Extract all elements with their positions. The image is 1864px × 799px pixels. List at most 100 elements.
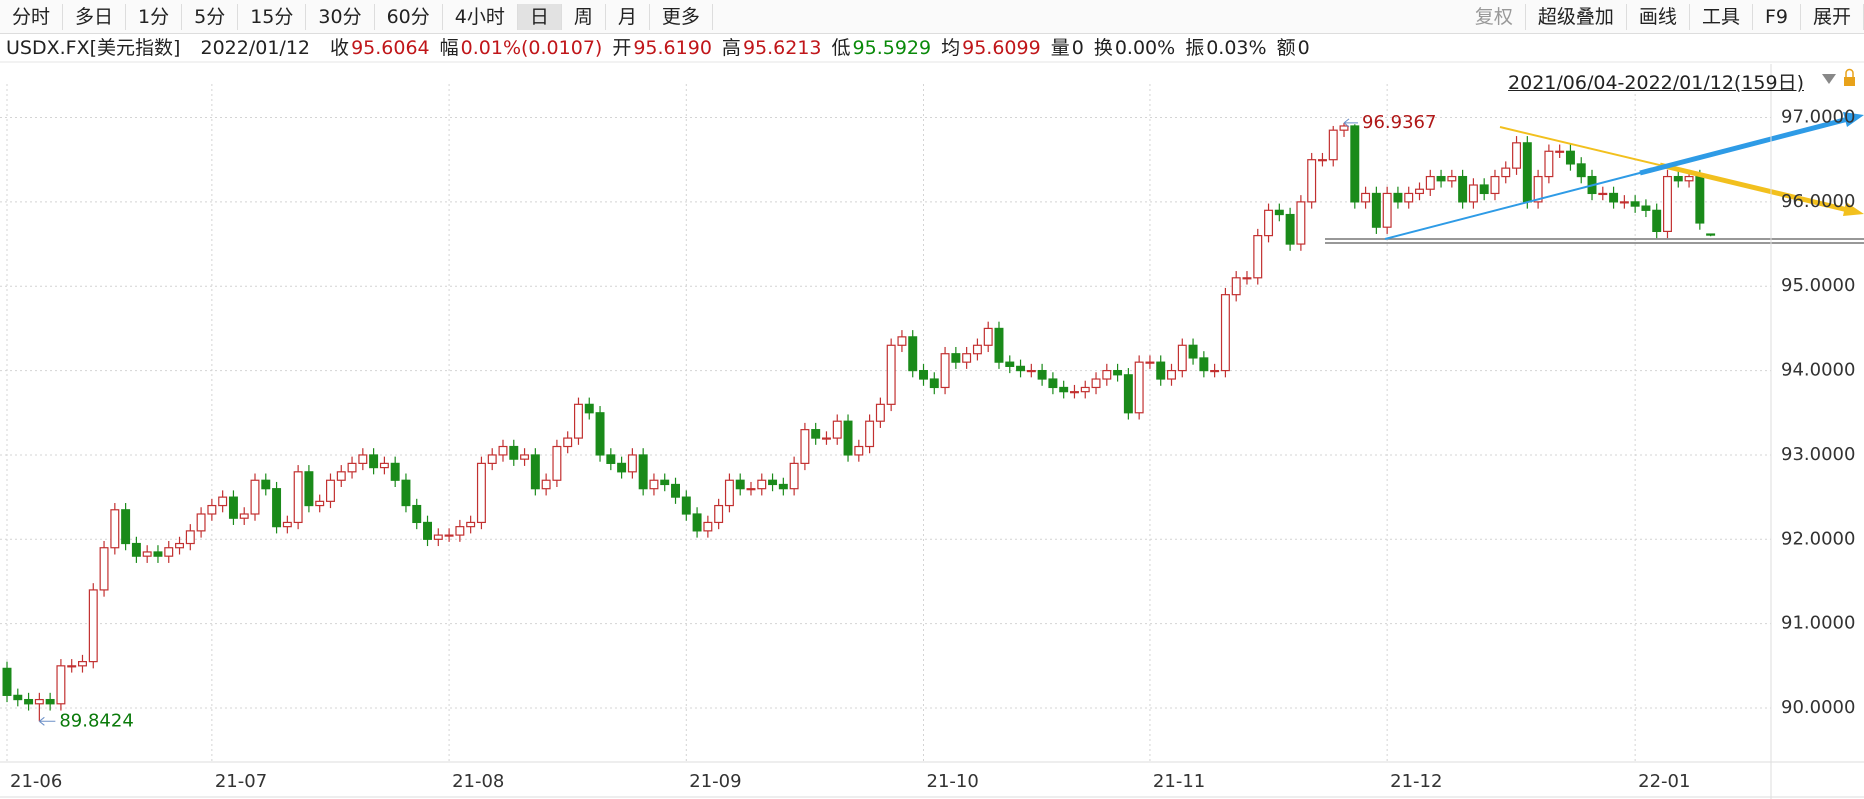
candle-body: [466, 521, 476, 528]
candle-body: [530, 454, 540, 490]
tool-button[interactable]: 工具: [1690, 3, 1753, 30]
x-tick-label: 22-01: [1638, 771, 1690, 792]
candle-body: [1501, 167, 1511, 178]
x-tick-label: 21-08: [452, 771, 504, 792]
candle-body: [13, 694, 23, 701]
candle-body: [1177, 344, 1187, 372]
range-label[interactable]: 2021/06/04-2022/01/12(159日): [1508, 72, 1804, 94]
candle-body: [207, 504, 217, 515]
candle-body: [110, 509, 120, 549]
period-tab[interactable]: 日: [517, 3, 562, 30]
period-tab[interactable]: 分时: [0, 3, 64, 30]
candle-body: [1479, 184, 1489, 195]
candle-body: [573, 403, 583, 439]
candle-body: [854, 445, 864, 456]
period-tab[interactable]: 多日: [63, 3, 127, 30]
candle-body: [1328, 129, 1338, 161]
field-value: 95.6190: [633, 37, 712, 59]
field-label: 幅: [439, 37, 459, 59]
quote-field: 振 0.03%: [1185, 37, 1266, 59]
candle-body: [304, 471, 314, 507]
candle-body: [638, 454, 648, 490]
y-tick-label: 94.0000: [1781, 360, 1855, 381]
candle-body: [983, 327, 993, 346]
x-tick-label: 21-10: [927, 771, 979, 792]
period-tab[interactable]: 月: [606, 3, 650, 30]
candle-body: [886, 344, 896, 405]
drawings: [1325, 112, 1864, 244]
candle-body: [1447, 175, 1457, 182]
candle-body: [552, 445, 562, 481]
field-label: 收: [330, 37, 350, 59]
symbol: USDX.FX[美元指数]: [6, 37, 181, 59]
candle-body: [1544, 150, 1554, 178]
candle-body: [99, 547, 109, 591]
candle-body: [131, 542, 141, 557]
period-tab[interactable]: 30分: [306, 3, 375, 30]
grid: [0, 84, 1771, 762]
candle-body: [584, 403, 594, 414]
candle-body: [423, 521, 433, 540]
candle-body: [293, 471, 303, 524]
lock-icon[interactable]: [1844, 77, 1855, 86]
candle-body: [1490, 175, 1500, 195]
period-tab[interactable]: 更多: [650, 3, 713, 30]
candle-body: [218, 496, 228, 507]
candle-body: [1016, 365, 1026, 372]
candle-body: [1037, 369, 1047, 380]
field-value: 0.00%: [1114, 37, 1176, 59]
toolbar: 分时 多日 1分 5分 15分 30分 60分 4小时日周月更多 复权 超级叠加 画线 工具 F9 展开: [0, 0, 1864, 34]
y-tick-label: 92.0000: [1781, 528, 1855, 549]
candle-body: [1436, 175, 1446, 182]
candle-body: [390, 462, 400, 481]
candle-body: [875, 403, 885, 422]
candle-body: [811, 429, 821, 439]
candle-body: [681, 496, 691, 515]
x-tick-label: 21-11: [1153, 771, 1205, 792]
candle-body: [455, 526, 465, 536]
candle-body: [1350, 125, 1360, 203]
candle-body: [606, 454, 616, 464]
period-tab[interactable]: 4小时: [443, 3, 518, 30]
candle-body: [228, 496, 238, 519]
candle-body: [1555, 150, 1565, 153]
field-label: 开: [612, 37, 632, 59]
tool-button[interactable]: 复权: [1463, 3, 1526, 30]
candle-body: [1156, 361, 1166, 380]
candle-body: [1565, 150, 1575, 165]
candle-body: [1188, 344, 1198, 359]
quote-field: 开 95.6190: [612, 37, 712, 59]
candle-body: [34, 698, 44, 705]
candle-body: [1091, 378, 1101, 389]
candle-body: [1210, 369, 1220, 373]
candle-body: [1102, 369, 1112, 380]
period-tab[interactable]: 1分: [126, 3, 183, 30]
candle-body: [315, 500, 325, 507]
candle-body: [1199, 357, 1209, 372]
dropdown-icon[interactable]: [1822, 74, 1836, 84]
field-value: 95.5929: [852, 37, 932, 59]
tool-button[interactable]: 超级叠加: [1526, 3, 1627, 30]
candle-body: [1641, 205, 1651, 211]
period-tab[interactable]: 周: [562, 3, 606, 30]
field-label: 换: [1093, 37, 1113, 59]
period-tab[interactable]: 15分: [238, 3, 307, 30]
candle-body: [1005, 361, 1015, 367]
candle-body: [1274, 209, 1284, 216]
trend-line: [1659, 162, 1853, 214]
y-tick-label: 96.0000: [1781, 191, 1855, 212]
period-tab[interactable]: 60分: [375, 3, 443, 30]
candle-body: [1296, 201, 1306, 245]
period-tab[interactable]: 5分: [182, 3, 239, 30]
candle-body: [1598, 192, 1608, 196]
candle-body: [649, 479, 659, 490]
candle-body: [185, 530, 195, 545]
tool-button[interactable]: 展开: [1801, 3, 1864, 30]
candle-body: [121, 509, 131, 545]
tool-button[interactable]: F9: [1753, 3, 1801, 30]
candle-body: [1339, 125, 1349, 131]
tool-button[interactable]: 画线: [1627, 3, 1690, 30]
candle-body: [1253, 235, 1263, 279]
